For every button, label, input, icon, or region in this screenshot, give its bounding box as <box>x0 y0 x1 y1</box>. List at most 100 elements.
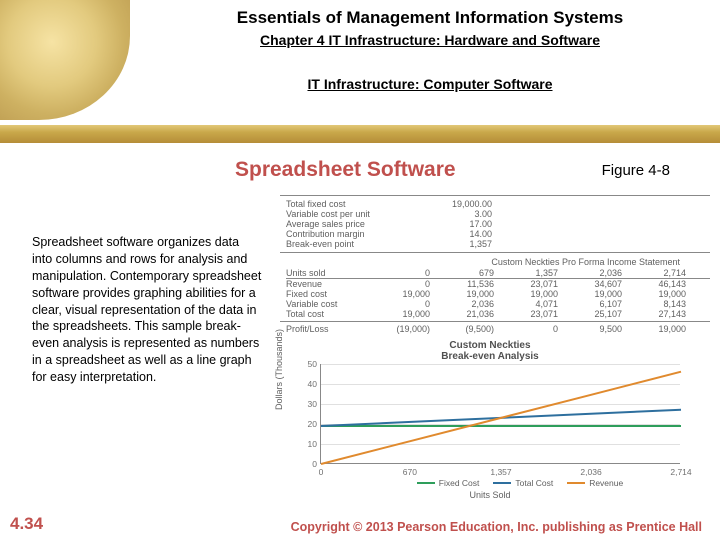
income-cell: 2,036 <box>558 268 622 278</box>
income-cell: 2,714 <box>622 268 686 278</box>
pl-cell: 9,500 <box>558 324 622 334</box>
chart-ytick: 50 <box>297 359 317 369</box>
chart-xtick: 2,714 <box>670 467 691 477</box>
chart-lines <box>321 364 680 463</box>
legend-swatch <box>493 482 511 484</box>
income-row: Units sold06791,3572,0362,714 <box>286 268 710 279</box>
pl-cell: (19,000) <box>366 324 430 334</box>
assumptions-block: Total fixed cost19,000.00Variable cost p… <box>280 195 710 253</box>
assumption-value: 3.00 <box>436 209 492 219</box>
income-row: Fixed cost19,00019,00019,00019,00019,000 <box>286 289 710 299</box>
assumption-label: Break-even point <box>286 239 436 249</box>
legend-label: Revenue <box>589 478 623 488</box>
income-cell: 19,000 <box>366 309 430 319</box>
income-cell: 25,107 <box>558 309 622 319</box>
income-block: Units sold06791,3572,0362,714Revenue011,… <box>280 267 710 322</box>
income-cell: 1,357 <box>494 268 558 278</box>
assumption-label: Contribution margin <box>286 229 436 239</box>
legend-item: Fixed Cost <box>417 478 480 488</box>
book-title: Essentials of Management Information Sys… <box>150 8 710 28</box>
assumption-row: Contribution margin14.00 <box>286 229 710 239</box>
spreadsheet-figure: Total fixed cost19,000.00Variable cost p… <box>280 195 710 495</box>
income-row: Variable cost02,0364,0716,1078,143 <box>286 299 710 309</box>
title-row: Spreadsheet Software Figure 4-8 <box>0 158 720 188</box>
profit-loss-row: Profit/Loss(19,000)(9,500)09,50019,000 <box>280 322 710 334</box>
chart-title: Custom NecktiesBreak-even Analysis <box>280 340 700 362</box>
income-row: Total cost19,00021,03623,07125,10727,143 <box>286 309 710 319</box>
copyright: Copyright © 2013 Pearson Education, Inc.… <box>291 520 702 534</box>
assumption-value: 1,357 <box>436 239 492 249</box>
income-cell: 8,143 <box>622 299 686 309</box>
chart-ytick: 10 <box>297 439 317 449</box>
assumption-row: Average sales price17.00 <box>286 219 710 229</box>
income-cell: 46,143 <box>622 279 686 289</box>
chart-series-revenue <box>321 372 681 464</box>
chart-xtick: 1,357 <box>490 467 511 477</box>
income-cell: 0 <box>366 299 430 309</box>
chart-xtick: 670 <box>403 467 417 477</box>
slide-title: Spreadsheet Software <box>235 158 456 182</box>
chart-ytick: 0 <box>297 459 317 469</box>
income-cell: 34,607 <box>558 279 622 289</box>
chart-plot-area: 0102030405006701,3572,0362,714 <box>320 364 680 464</box>
chart-ytick: 40 <box>297 379 317 389</box>
income-cell: 679 <box>430 268 494 278</box>
slide-number: 4.34 <box>10 514 43 534</box>
assumption-value: 17.00 <box>436 219 492 229</box>
globe-decoration <box>0 0 130 120</box>
legend-item: Total Cost <box>493 478 553 488</box>
income-row: Revenue011,53623,07134,60746,143 <box>286 279 710 289</box>
income-cell: 0 <box>366 279 430 289</box>
income-cell: 19,000 <box>494 289 558 299</box>
income-label: Units sold <box>286 268 366 278</box>
income-cell: 19,000 <box>366 289 430 299</box>
income-cell: 19,000 <box>558 289 622 299</box>
legend-swatch <box>417 482 435 484</box>
section-line: IT Infrastructure: Computer Software <box>150 76 710 92</box>
assumption-row: Variable cost per unit3.00 <box>286 209 710 219</box>
income-label: Fixed cost <box>286 289 366 299</box>
assumption-value: 14.00 <box>436 229 492 239</box>
legend-swatch <box>567 482 585 484</box>
legend-label: Total Cost <box>515 478 553 488</box>
slide-footer: 4.34 Copyright © 2013 Pearson Education,… <box>0 514 720 534</box>
income-cell: 19,000 <box>430 289 494 299</box>
income-cell: 21,036 <box>430 309 494 319</box>
chart-ytick: 30 <box>297 399 317 409</box>
income-cell: 23,071 <box>494 279 558 289</box>
income-label: Total cost <box>286 309 366 319</box>
chart-ylabel: Dollars (Thousands) <box>274 329 284 410</box>
assumption-row: Break-even point1,357 <box>286 239 710 249</box>
income-cell: 6,107 <box>558 299 622 309</box>
income-cell: 11,536 <box>430 279 494 289</box>
legend-label: Fixed Cost <box>439 478 480 488</box>
chart-ytick: 20 <box>297 419 317 429</box>
chart-xtick: 0 <box>319 467 324 477</box>
pl-label: Profit/Loss <box>286 324 366 334</box>
chart-legend: Fixed Cost Total Cost Revenue <box>350 478 690 488</box>
assumption-label: Average sales price <box>286 219 436 229</box>
income-label: Revenue <box>286 279 366 289</box>
income-cell: 23,071 <box>494 309 558 319</box>
income-cell: 19,000 <box>622 289 686 299</box>
income-label: Variable cost <box>286 299 366 309</box>
legend-item: Revenue <box>567 478 623 488</box>
gold-band <box>0 125 720 143</box>
breakeven-chart: Custom NecktiesBreak-even Analysis Dolla… <box>280 340 700 502</box>
assumption-label: Total fixed cost <box>286 199 436 209</box>
body-paragraph: Spreadsheet software organizes data into… <box>32 234 262 386</box>
figure-label: Figure 4-8 <box>602 162 670 179</box>
assumption-value: 19,000.00 <box>436 199 492 209</box>
chart-xlabel: Units Sold <box>280 490 700 500</box>
chapter-line: Chapter 4 IT Infrastructure: Hardware an… <box>150 32 710 48</box>
statement-title: Custom Neckties Pro Forma Income Stateme… <box>280 257 710 267</box>
income-cell: 27,143 <box>622 309 686 319</box>
slide-header: Essentials of Management Information Sys… <box>150 8 710 92</box>
pl-cell: (9,500) <box>430 324 494 334</box>
chart-xtick: 2,036 <box>580 467 601 477</box>
income-cell: 4,071 <box>494 299 558 309</box>
pl-cell: 0 <box>494 324 558 334</box>
pl-cell: 19,000 <box>622 324 686 334</box>
assumption-label: Variable cost per unit <box>286 209 436 219</box>
assumption-row: Total fixed cost19,000.00 <box>286 199 710 209</box>
